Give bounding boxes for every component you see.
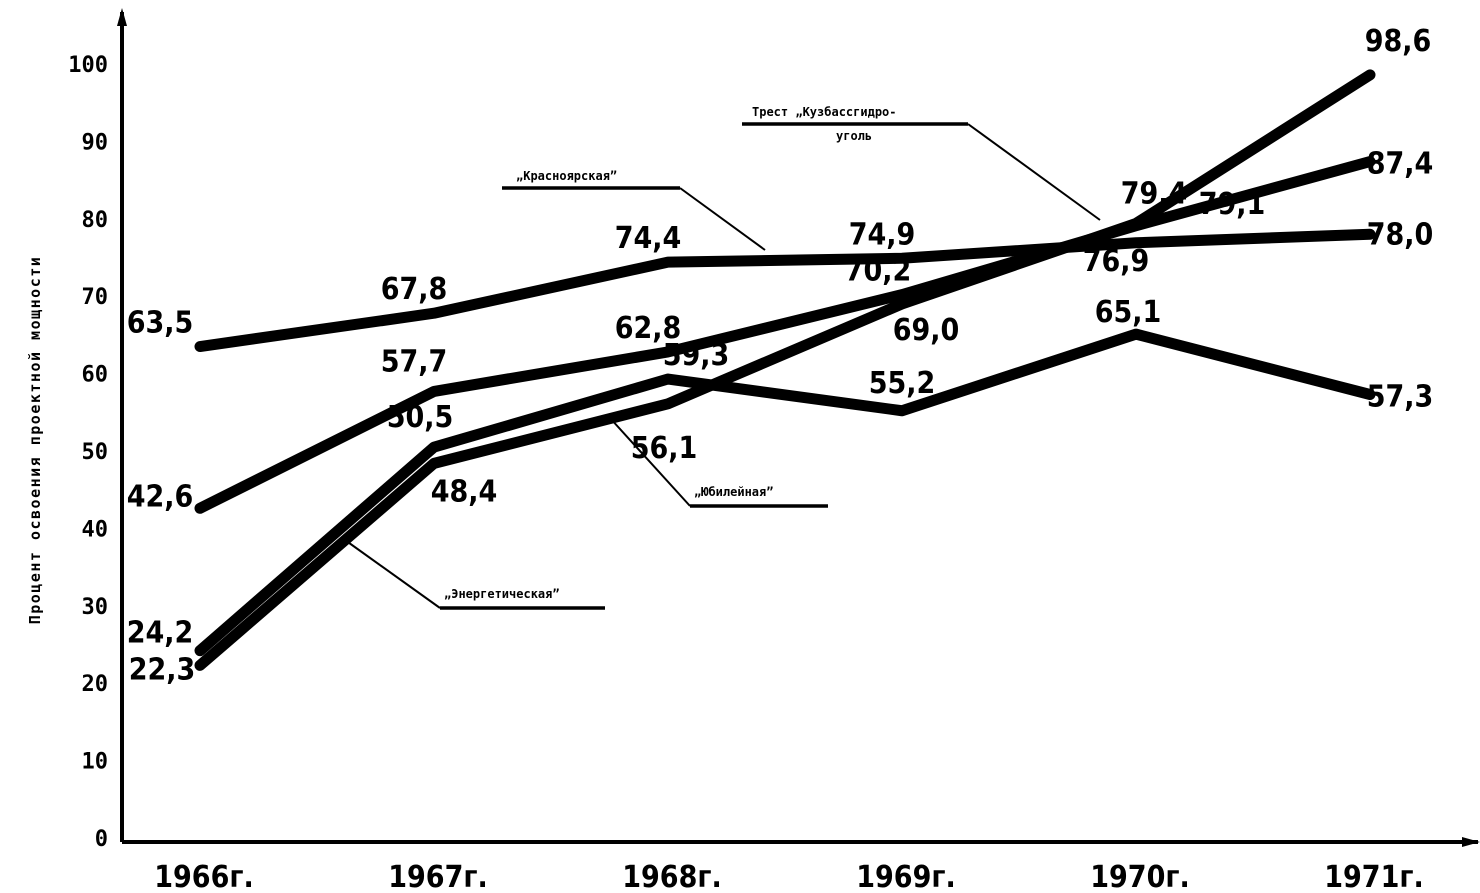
series-name-label: Трест „Кузбассгидро- (752, 105, 897, 119)
y-axis-arrow (117, 8, 127, 26)
series-line-krasnoyarskaya (194, 228, 1376, 353)
y-tick-label: 70 (82, 285, 109, 310)
callout-kuzbassgidrougol: Трест „Кузбассгидро- уголь (742, 105, 1101, 221)
data-label: 57,7 (381, 344, 448, 379)
callout-leader (967, 123, 1101, 221)
data-label: 69,0 (893, 313, 960, 348)
series-line-kuzbassgidrougol (194, 156, 1376, 514)
x-tick-labels: 1966г. 1967г. 1968г. 1969г. 1970г. 1971г. (154, 860, 1423, 893)
x-tick-label: 1969г. (856, 860, 955, 893)
y-tick-labels: 0 10 20 30 40 50 60 70 80 90 100 (68, 53, 108, 852)
series-line-yubileynaya (194, 328, 1376, 657)
y-tick-label: 60 (82, 363, 109, 388)
y-tick-label: 50 (82, 440, 109, 465)
data-label: 48,4 (431, 474, 498, 509)
data-label: 57,3 (1367, 379, 1434, 414)
x-tick-label: 1967г. (388, 860, 487, 893)
data-label: 24,2 (127, 616, 194, 651)
callout-yubileynaya: „Юбилейная” (609, 417, 828, 508)
x-tick-label: 1971г. (1324, 860, 1423, 893)
y-tick-label: 100 (68, 53, 108, 78)
data-label: 78,0 (1367, 217, 1434, 252)
data-label: 67,8 (381, 272, 448, 307)
series-line-energeticheskaya (194, 69, 1376, 671)
x-tick-label: 1966г. (154, 860, 253, 893)
data-label: 70,2 (845, 254, 912, 289)
series-name-label: уголь (836, 129, 872, 143)
data-label: 56,1 (631, 431, 698, 466)
data-label: 42,6 (127, 479, 194, 514)
y-tick-label: 40 (82, 517, 109, 542)
data-labels: 63,5 67,8 74,4 74,9 76,9 78,0 42,6 57,7 62,8 70,2… (127, 24, 1434, 688)
data-label: 22,3 (129, 652, 196, 687)
data-label: 79,1 (1199, 187, 1266, 222)
callout-leader (344, 539, 441, 609)
callout-energeticheskaya: „Энергетическая” (344, 539, 605, 610)
data-label: 87,4 (1367, 147, 1434, 182)
data-label: 59,3 (663, 338, 730, 373)
data-label: 55,2 (869, 366, 936, 401)
x-axis-arrow (1462, 837, 1480, 847)
y-tick-label: 90 (82, 130, 109, 155)
callout-leader (679, 187, 766, 251)
data-label: 98,6 (1365, 24, 1432, 59)
series-name-label: „Юбилейная” (694, 485, 773, 499)
callout-krasnoyarskaya: „Красноярская” (502, 169, 766, 251)
data-label: 74,9 (849, 217, 916, 252)
callout-leader (609, 417, 691, 507)
x-tick-label: 1968г. (622, 860, 721, 893)
data-label: 74,4 (615, 221, 682, 256)
y-tick-label: 80 (82, 208, 109, 233)
y-tick-label: 10 (82, 750, 109, 775)
series-name-label: „Энергетическая” (444, 587, 560, 601)
y-axis-title: Процент освоения проектной мощности (26, 256, 44, 625)
data-label: 62,8 (615, 311, 682, 346)
x-tick-label: 1970г. (1090, 860, 1189, 893)
data-label: 50,5 (387, 400, 454, 435)
data-label: 63,5 (127, 306, 194, 341)
series-name-label: „Красноярская” (516, 169, 617, 183)
data-label: 76,9 (1083, 244, 1150, 279)
data-label: 65,1 (1095, 295, 1162, 330)
y-tick-label: 0 (95, 827, 108, 852)
y-tick-label: 20 (82, 672, 109, 697)
y-tick-label: 30 (82, 595, 109, 620)
data-label: 79,4 (1121, 176, 1188, 211)
